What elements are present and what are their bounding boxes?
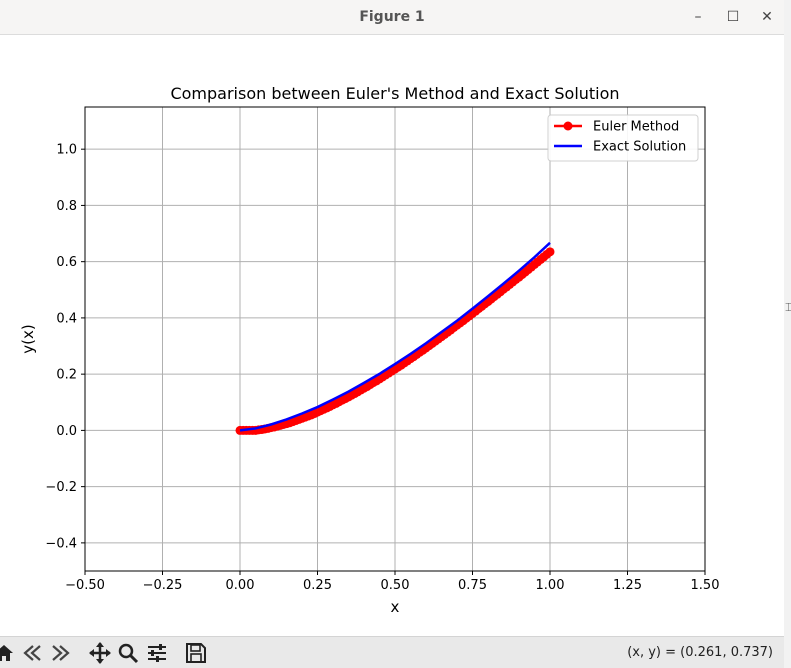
x-tick-label: −0.25 <box>143 578 183 593</box>
data-point <box>545 247 555 257</box>
x-tick-label: 0.75 <box>458 578 487 593</box>
y-tick-label: 0.8 <box>56 199 77 214</box>
maximize-button[interactable]: ☐ <box>726 9 740 25</box>
y-tick-label: 0.6 <box>56 255 77 270</box>
pan-icon[interactable] <box>88 642 112 664</box>
title-bar: Figure 1 – ☐ ✕ <box>0 0 784 35</box>
navigation-toolbar: (x, y) = (0.261, 0.737) <box>0 636 784 668</box>
y-tick-label: 0.4 <box>56 311 77 326</box>
forward-icon[interactable] <box>49 642 73 664</box>
legend-marker <box>563 121 573 131</box>
legend-label: Exact Solution <box>593 140 686 155</box>
x-tick-label: 1.25 <box>613 578 642 593</box>
minimize-button[interactable]: – <box>694 9 702 25</box>
chart-title: Comparison between Euler's Method and Ex… <box>170 84 619 103</box>
window-edge <box>784 0 791 668</box>
y-tick-label: 1.0 <box>56 143 77 158</box>
y-axis-label: y(x) <box>19 324 37 353</box>
window-title: Figure 1 <box>359 9 425 25</box>
home-icon[interactable] <box>0 642 16 664</box>
legend-box <box>547 114 699 162</box>
save-icon[interactable] <box>184 642 208 664</box>
legend-label: Euler Method <box>593 120 679 135</box>
configure-subplots-icon[interactable] <box>145 642 169 664</box>
x-tick-label: 0.50 <box>381 578 410 593</box>
cursor-coordinates: (x, y) = (0.261, 0.737) <box>627 645 773 660</box>
y-tick-label: −0.2 <box>45 480 77 495</box>
x-tick-label: 1.50 <box>691 578 720 593</box>
ticks: −0.50 −0.25 0.00 0.25 0.50 0.75 1.00 1.25 1.50 −0… <box>45 143 719 593</box>
series-line-1 <box>239 241 551 432</box>
x-axis-label: x <box>391 598 400 616</box>
series-layer <box>235 241 555 435</box>
legend: Euler Method Exact Solution <box>547 114 699 162</box>
chart: −0.50 −0.25 0.00 0.25 0.50 0.75 1.00 1.25 1.50 −0… <box>19 84 719 616</box>
y-tick-label: 0.0 <box>56 424 77 439</box>
x-tick-label: 1.00 <box>536 578 565 593</box>
y-tick-label: 0.2 <box>56 368 77 383</box>
x-tick-label: 0.00 <box>226 578 255 593</box>
figure-canvas[interactable]: −0.50 −0.25 0.00 0.25 0.50 0.75 1.00 1.25 1.50 −0… <box>0 35 784 636</box>
close-button[interactable]: ✕ <box>761 9 773 25</box>
back-icon[interactable] <box>20 642 44 664</box>
y-tick-label: −0.4 <box>45 536 77 551</box>
x-tick-label: −0.50 <box>65 578 105 593</box>
zoom-icon[interactable] <box>116 642 140 664</box>
resize-cursor-icon: ⌶ <box>785 300 791 314</box>
x-tick-label: 0.25 <box>303 578 332 593</box>
